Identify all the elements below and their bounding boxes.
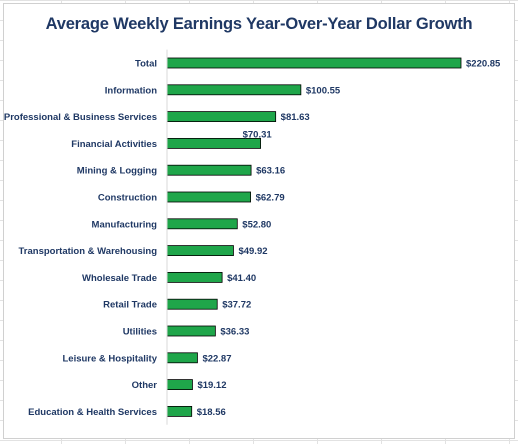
category-label: Other [132, 380, 158, 391]
bar[interactable] [166, 405, 193, 417]
value-label: $63.16 [256, 166, 285, 177]
bar[interactable] [166, 111, 277, 122]
value-label: $52.80 [242, 219, 271, 230]
bar[interactable] [166, 191, 251, 203]
category-label: Utilities [123, 327, 157, 338]
chart-area[interactable]: Average Weekly Earnings Year-Over-Year D… [3, 3, 515, 439]
category-label: Education & Health Services [28, 407, 157, 418]
value-label: $36.33 [220, 327, 249, 338]
value-label: $70.31 [243, 129, 273, 140]
value-label: $62.79 [256, 193, 285, 204]
chart-title: Average Weekly Earnings Year-Over-Year D… [45, 15, 473, 33]
value-label: $41.40 [227, 273, 256, 284]
category-label: Information [105, 85, 157, 96]
bar[interactable] [166, 379, 193, 391]
bar[interactable] [166, 271, 223, 283]
bar[interactable] [166, 84, 302, 96]
value-label: $37.72 [222, 300, 251, 311]
value-label: $22.87 [202, 353, 231, 364]
category-label: Construction [98, 193, 157, 204]
category-label: Wholesale Trade [82, 273, 157, 284]
category-label: Manufacturing [92, 219, 158, 230]
value-label: $19.12 [197, 380, 226, 391]
category-label: Total [135, 59, 157, 70]
bar-plot: Total $220.85 Information $100.55 Profession… [4, 49, 501, 425]
value-label: $18.56 [197, 407, 226, 418]
bar[interactable] [166, 164, 252, 176]
category-label: Professional & Business Services [4, 112, 157, 123]
category-label: Transportation & Warehousing [19, 246, 158, 257]
category-label: Retail Trade [103, 300, 157, 311]
value-label: $81.63 [281, 112, 310, 123]
value-label: $100.55 [306, 85, 341, 96]
bar[interactable] [166, 352, 198, 364]
bar[interactable] [166, 218, 238, 230]
category-label: Leisure & Hospitality [63, 353, 158, 364]
category-label: Financial Activities [71, 139, 157, 150]
category-label: Mining & Logging [77, 166, 157, 177]
bar[interactable] [166, 325, 216, 337]
bar[interactable] [166, 298, 218, 310]
value-label: $49.92 [238, 246, 267, 257]
bar[interactable] [166, 245, 234, 257]
value-label: $220.85 [466, 59, 501, 70]
bar[interactable] [166, 57, 462, 69]
